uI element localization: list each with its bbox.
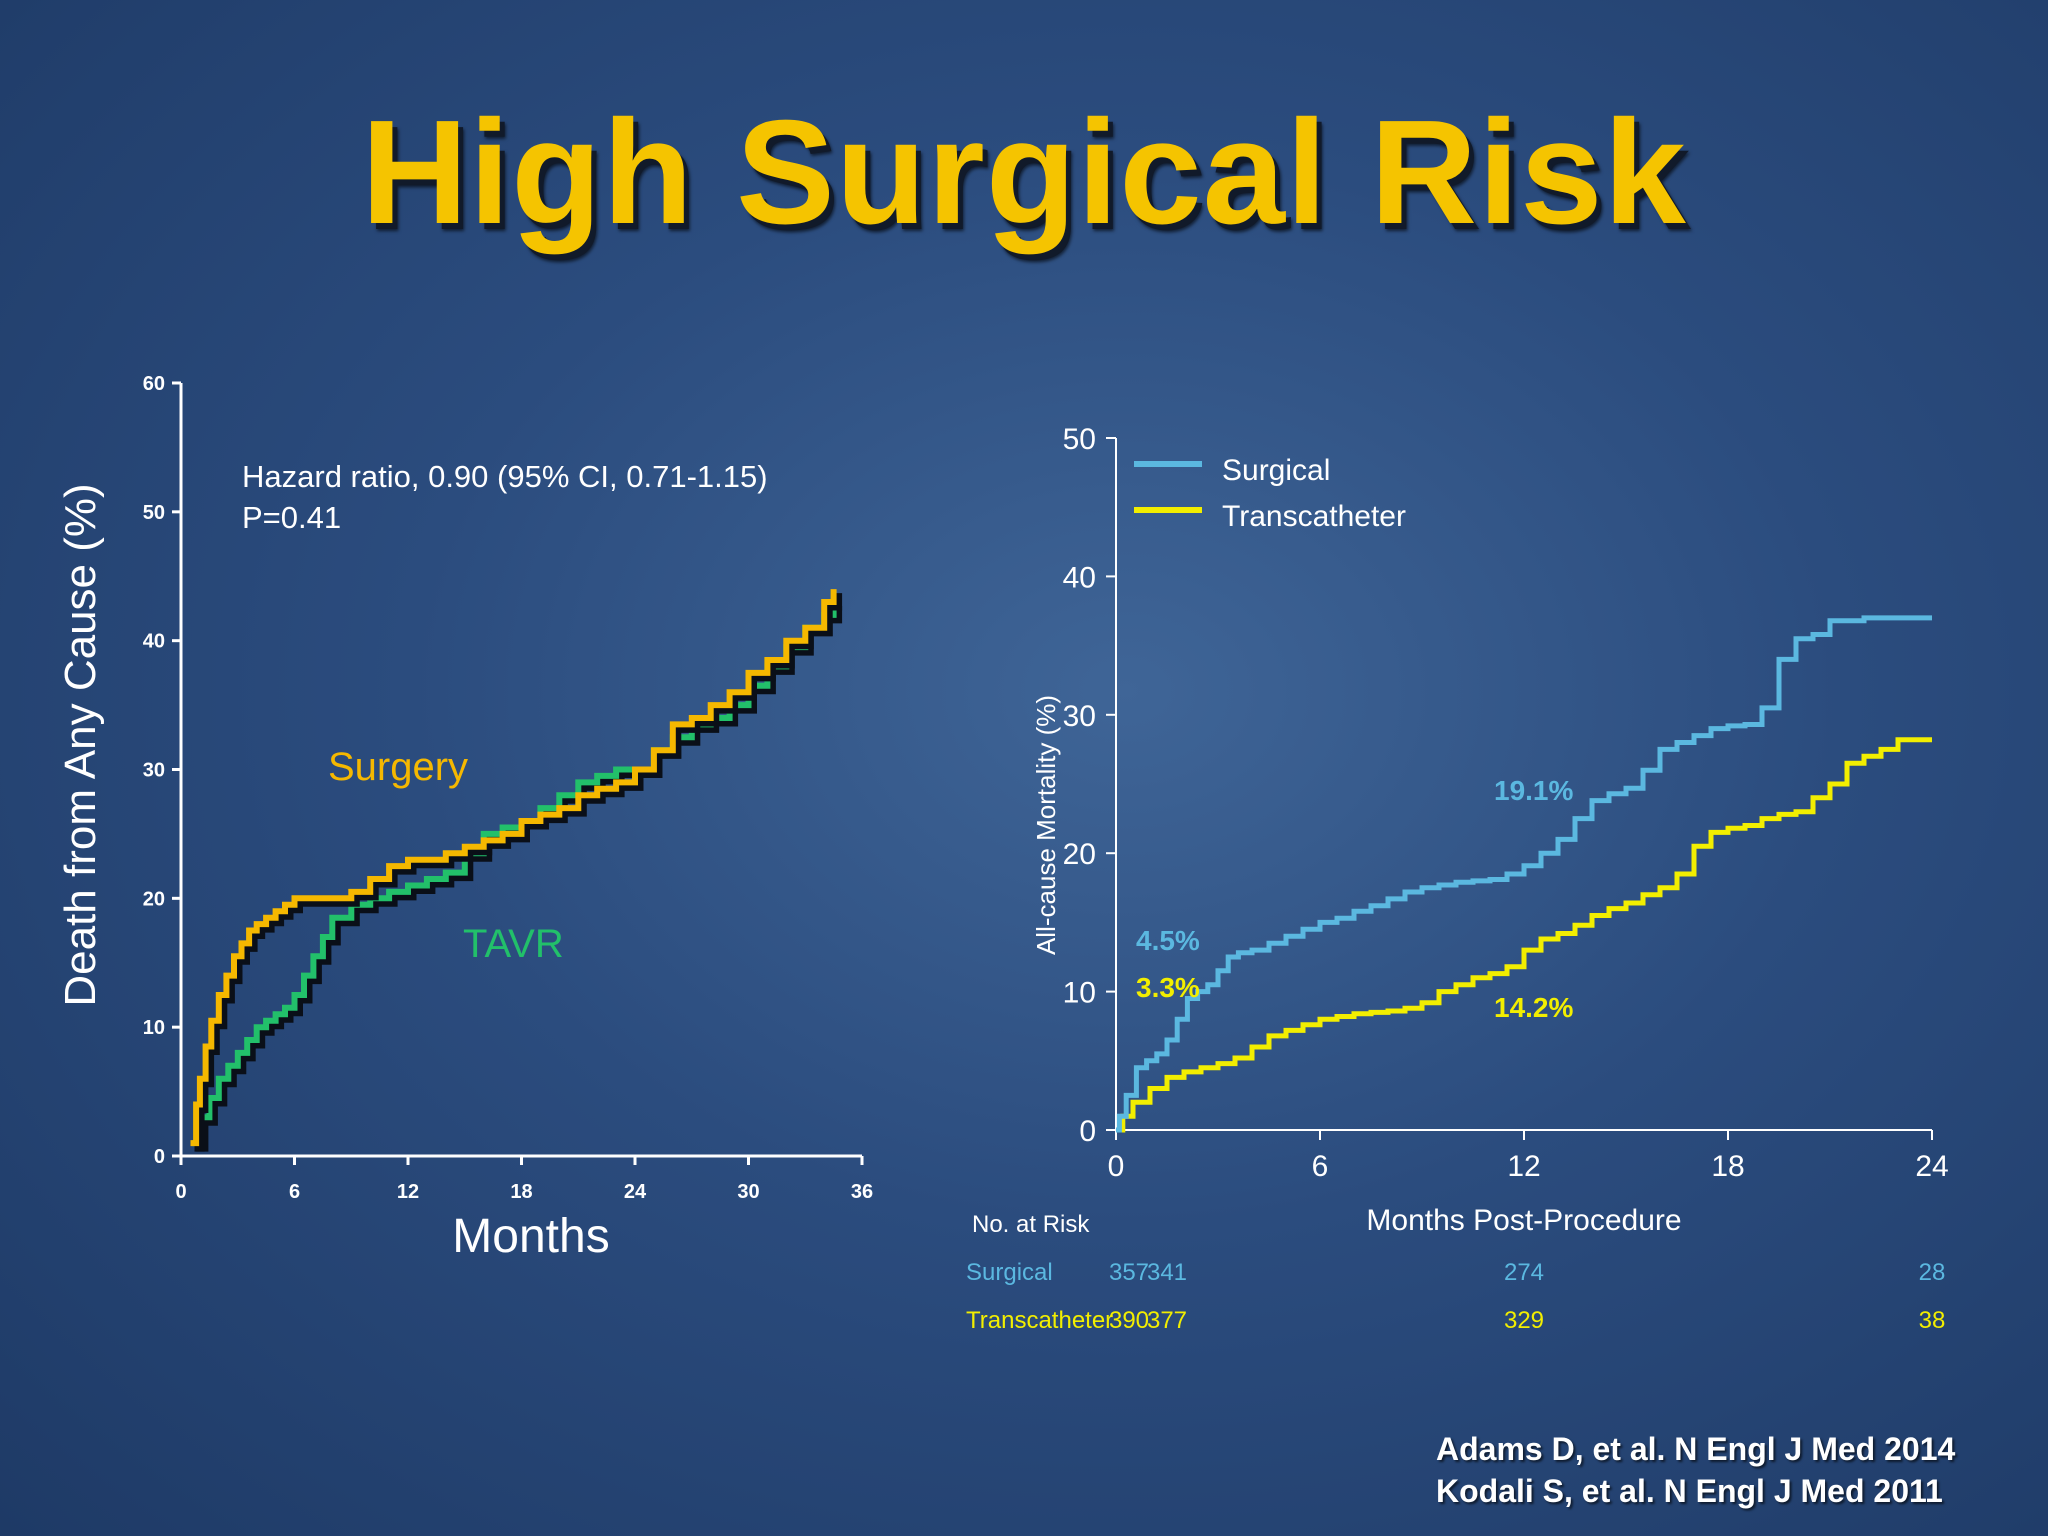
left-series xyxy=(190,589,843,1152)
left-ticks: 0 6 12 18 24 30 36 0 10 20 30 40 50 60 xyxy=(143,373,873,1203)
right-chart: 0 6 12 18 24 0 10 20 30 40 50 All-cause Mortality … xyxy=(966,423,1949,1334)
risk-value-transcatheter: 377 xyxy=(1147,1307,1187,1334)
right-x-axis-label: Months Post-Procedure xyxy=(1366,1204,1681,1237)
left-series-line-tavr xyxy=(192,602,837,1147)
legend-label-transcatheter: Transcatheter xyxy=(1222,500,1406,533)
right-x-tick-label: 24 xyxy=(1915,1150,1948,1183)
right-y-axis-label: All-cause Mortality (%) xyxy=(1031,695,1061,955)
risk-value-surgical: 28 xyxy=(1919,1259,1946,1286)
risk-value-transcatheter: 390 xyxy=(1109,1307,1149,1334)
left-y-tick-label: 60 xyxy=(143,373,165,395)
right-y-tick-label: 30 xyxy=(1063,700,1096,733)
right-y-tick-label: 0 xyxy=(1079,1115,1096,1148)
annotation-surgical-30day: 4.5% xyxy=(1136,925,1200,956)
risk-table: No. at Risk Surgical Transcatheter 35734… xyxy=(966,1211,1945,1334)
left-x-tick-label: 0 xyxy=(175,1181,186,1203)
risk-value-surgical: 357 xyxy=(1109,1259,1149,1286)
hazard-ratio-text: Hazard ratio, 0.90 (95% CI, 0.71-1.15) xyxy=(242,459,768,494)
left-x-tick-label: 36 xyxy=(851,1181,873,1203)
left-y-tick-label: 30 xyxy=(143,760,165,782)
right-series-line-transcatheter xyxy=(1116,737,1932,1133)
right-ticks: 0 6 12 18 24 0 10 20 30 40 50 xyxy=(1063,423,1949,1183)
surgery-series-label: Surgery xyxy=(328,745,468,789)
right-series-line-surgical xyxy=(1116,615,1932,1133)
right-y-tick-label: 40 xyxy=(1063,561,1096,594)
left-x-tick-label: 6 xyxy=(289,1181,300,1203)
left-x-axis-label: Months xyxy=(452,1210,609,1263)
slide-title: High Surgical Risk xyxy=(361,90,1687,255)
left-x-tick-label: 12 xyxy=(397,1181,419,1203)
annotation-surgical-1yr: 19.1% xyxy=(1494,775,1573,806)
p-value-text: P=0.41 xyxy=(242,500,341,535)
right-y-tick-label: 20 xyxy=(1063,838,1096,871)
reference-line-1: Adams D, et al. N Engl J Med 2014 xyxy=(1436,1431,1956,1467)
legend-label-surgical: Surgical xyxy=(1222,454,1330,487)
right-x-tick-label: 12 xyxy=(1507,1150,1540,1183)
risk-table-header: No. at Risk xyxy=(972,1211,1090,1238)
left-y-tick-label: 10 xyxy=(143,1017,165,1039)
risk-value-surgical: 274 xyxy=(1504,1259,1544,1286)
reference-line-2: Kodali S, et al. N Engl J Med 2011 xyxy=(1436,1473,1943,1509)
left-series-shadow-tavr xyxy=(196,606,843,1152)
annotation-transcatheter-1yr: 14.2% xyxy=(1494,992,1573,1023)
left-y-axis-label: Death from Any Cause (%) xyxy=(56,483,105,1006)
left-y-tick-label: 50 xyxy=(143,502,165,524)
right-legend: Surgical Transcatheter xyxy=(1134,454,1406,533)
left-x-tick-label: 18 xyxy=(510,1181,532,1203)
left-x-tick-label: 30 xyxy=(737,1181,759,1203)
left-y-tick-label: 40 xyxy=(143,631,165,653)
risk-row-label-transcatheter: Transcatheter xyxy=(966,1307,1113,1334)
risk-value-transcatheter: 38 xyxy=(1919,1307,1946,1334)
risk-value-transcatheter: 329 xyxy=(1504,1307,1544,1334)
left-series-line-surgery xyxy=(190,589,837,1147)
right-y-tick-label: 50 xyxy=(1063,423,1096,456)
left-chart: 0 6 12 18 24 30 36 0 10 20 30 40 50 60 Death from Any… xyxy=(56,373,873,1263)
right-x-tick-label: 6 xyxy=(1312,1150,1329,1183)
left-x-tick-label: 24 xyxy=(624,1181,647,1203)
left-series-shadow-surgery xyxy=(194,593,843,1152)
left-y-tick-label: 20 xyxy=(143,888,165,910)
right-series xyxy=(1116,615,1932,1133)
right-y-tick-label: 10 xyxy=(1063,977,1096,1010)
references: Adams D, et al. N Engl J Med 2014 Kodali… xyxy=(1436,1428,1955,1512)
annotation-transcatheter-30day: 3.3% xyxy=(1136,972,1200,1003)
tavr-series-label: TAVR xyxy=(463,922,564,966)
risk-row-label-surgical: Surgical xyxy=(966,1259,1053,1286)
right-x-tick-label: 18 xyxy=(1711,1150,1744,1183)
right-x-tick-label: 0 xyxy=(1108,1150,1125,1183)
left-y-tick-label: 0 xyxy=(154,1146,165,1168)
risk-value-surgical: 341 xyxy=(1147,1259,1187,1286)
